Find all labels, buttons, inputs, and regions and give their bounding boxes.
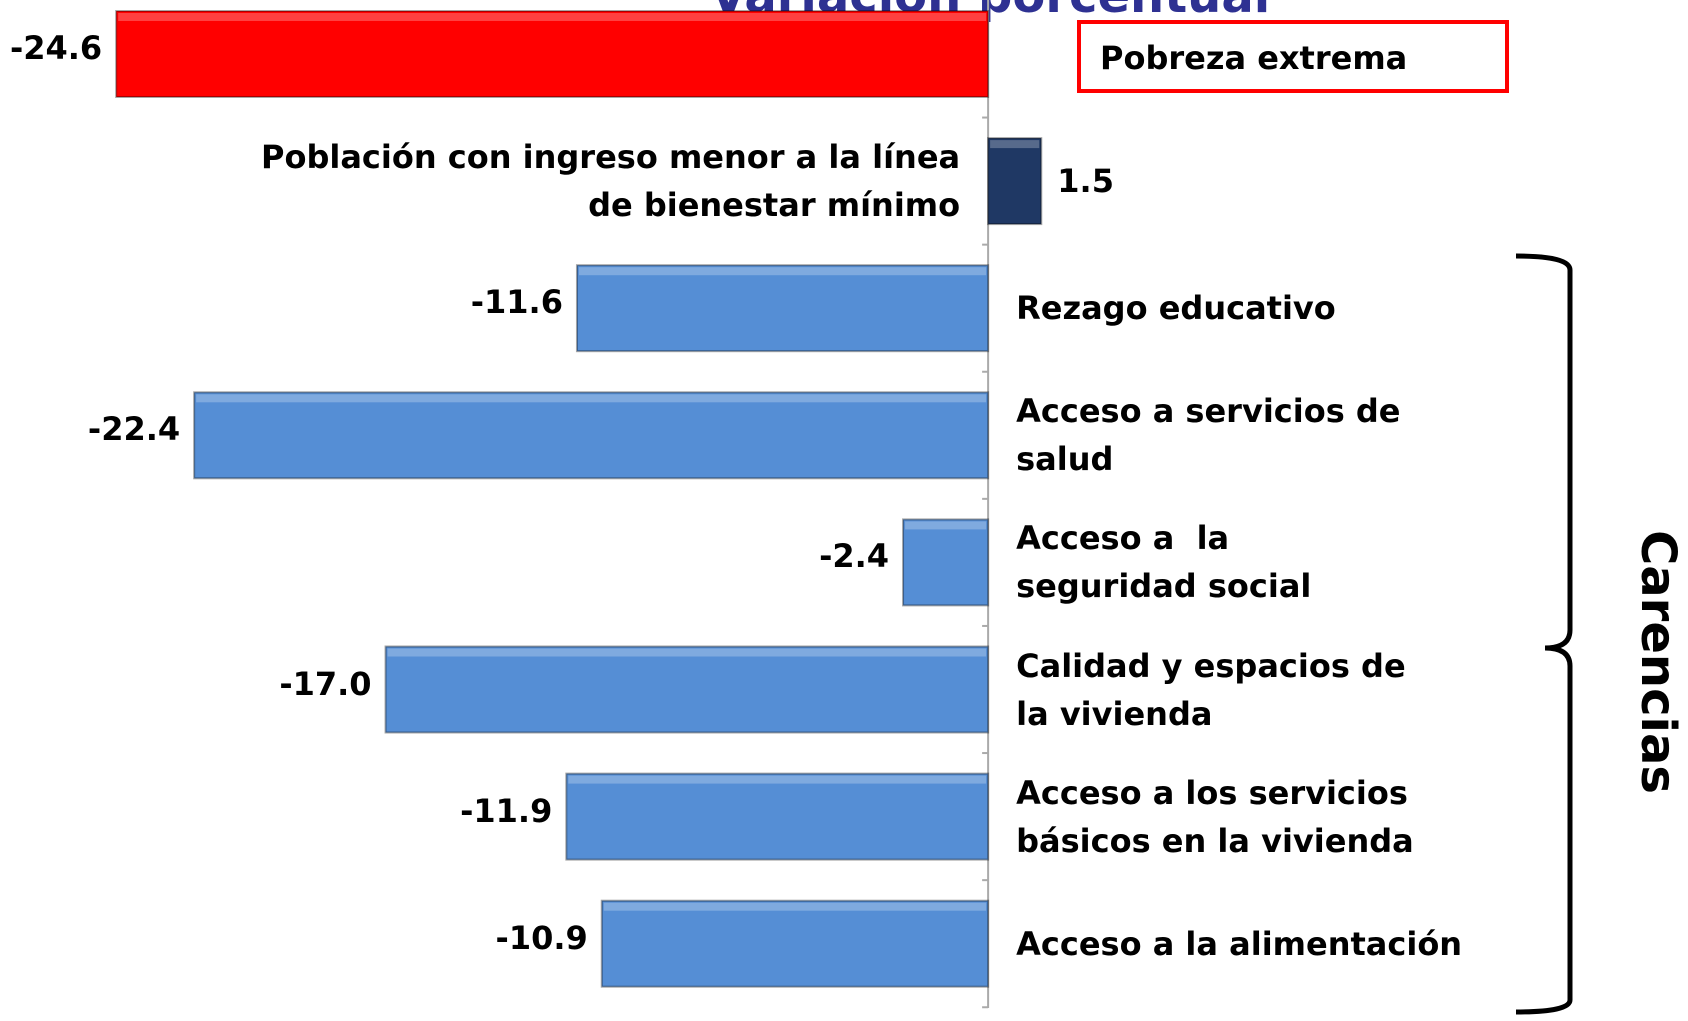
value-label: -17.0	[279, 664, 372, 703]
value-label: -22.4	[87, 410, 181, 449]
bar-highlight	[578, 267, 987, 276]
bar-highlight	[568, 775, 987, 784]
bar	[565, 772, 990, 861]
bar	[575, 264, 990, 353]
bar-highlight	[387, 648, 987, 657]
value-label: -10.9	[495, 918, 588, 957]
bar	[384, 645, 990, 734]
bar-highlight	[990, 140, 1040, 149]
category-label: Acceso a la seguridad social	[1016, 519, 1312, 606]
value-label: -2.4	[819, 537, 890, 576]
brace	[1515, 253, 1573, 1015]
bar-highlight	[118, 13, 987, 21]
bar	[193, 391, 990, 480]
bar	[115, 10, 990, 98]
legend-box	[1077, 20, 1509, 93]
category-label: Acceso a servicios de salud	[1016, 392, 1412, 479]
category-label: Calidad y espacios de la vivienda	[1016, 646, 1417, 733]
annotation: Carencias	[1630, 530, 1686, 794]
value-label: -24.6	[9, 29, 103, 67]
category-label: Pobreza extrema	[1100, 39, 1408, 77]
value-label: -11.9	[460, 791, 553, 830]
value-label: -11.6	[470, 283, 563, 322]
category-label: Acceso a los servicios básicos en la viv…	[1016, 773, 1420, 860]
bar	[902, 518, 990, 607]
bar-highlight	[603, 902, 987, 911]
bar	[600, 899, 990, 988]
value-label: 1.5	[1057, 162, 1114, 201]
bar-highlight	[905, 521, 987, 530]
category-label: Población con ingreso menor a la línea d…	[261, 138, 972, 225]
bar	[987, 137, 1043, 226]
category-label: Rezago educativo	[1016, 289, 1336, 328]
category-label: Acceso a la alimentación	[1016, 924, 1463, 963]
bar-highlight	[196, 394, 987, 403]
